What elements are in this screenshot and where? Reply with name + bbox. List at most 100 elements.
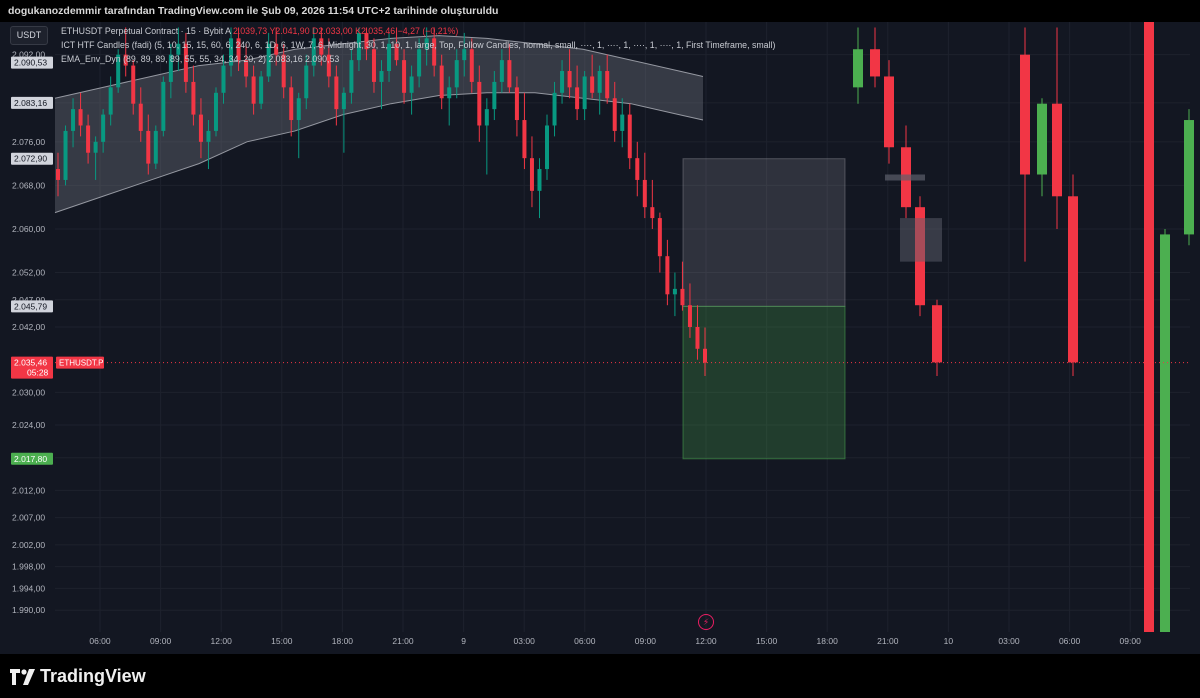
price-chart[interactable]: 2.092,00 2.083,16 2.076,00 2.068,00 2.060,00… — [0, 22, 1200, 654]
candle-body — [259, 76, 264, 104]
htf-candle-body — [1068, 196, 1078, 363]
short-position-tool[interactable] — [682, 158, 846, 460]
candle-body — [387, 43, 392, 72]
time-tick-label: 03:00 — [514, 636, 536, 646]
candle-body — [364, 32, 369, 50]
legend-ict-htf[interactable]: ICT HTF Candles (fadi) (5, 10, 15, 15, 6… — [61, 40, 776, 50]
candle-body — [101, 114, 106, 142]
price-label-text: 2.035,46 — [14, 358, 47, 368]
countdown-label: 05:28 — [27, 368, 49, 378]
candle-body — [123, 54, 128, 66]
time-tick-label: 21:00 — [392, 636, 414, 646]
candle-body — [56, 169, 60, 180]
chart-frame[interactable]: 2.092,00 2.083,16 2.076,00 2.068,00 2.060,00… — [0, 22, 1200, 654]
ema-envelope-band — [55, 35, 703, 213]
candle-body — [620, 114, 625, 131]
tradingview-logo-icon — [10, 668, 35, 685]
htf-gap-box — [885, 174, 925, 181]
candle-body — [605, 71, 610, 99]
htf-candle-body — [853, 49, 863, 88]
candle-body — [86, 125, 91, 153]
candle-body — [635, 158, 640, 180]
candle-body — [176, 43, 181, 55]
candle-body — [484, 109, 489, 126]
htf-candle-body — [1160, 234, 1170, 633]
candle-body — [477, 81, 482, 126]
candle-body — [514, 87, 519, 121]
candle-body — [432, 38, 437, 66]
candle-body — [108, 87, 113, 115]
price-tick-label: 2.007,00 — [12, 513, 45, 523]
candle-body — [575, 87, 580, 110]
legend-ema-env[interactable]: EMA_Env_Dyn (89, 89, 89, 89, 55, 55, 34,… — [61, 54, 340, 64]
price-label-box — [11, 300, 53, 313]
htf-candle-body — [870, 49, 880, 77]
time-tick-label: 12:00 — [211, 636, 233, 646]
candle-body — [274, 43, 279, 55]
htf-candle-body — [1020, 54, 1030, 175]
candle-body — [695, 327, 700, 349]
price-label-text: 2.045,79 — [14, 301, 47, 311]
legend-symbol[interactable]: ETHUSDT Perpetual Contract · 15 · Bybit … — [61, 26, 458, 36]
price-tick-label: 2.024,00 — [12, 420, 45, 430]
price-label-box — [11, 96, 53, 109]
price-tick-label: 2.076,00 — [12, 137, 45, 147]
candle-body — [191, 81, 196, 115]
candle-body — [454, 60, 459, 88]
candle-body — [665, 256, 670, 295]
candle-body — [244, 60, 249, 77]
candle-body — [650, 207, 655, 219]
price-tick-label: 2.002,00 — [12, 540, 45, 550]
time-tick-label: 09:00 — [635, 636, 657, 646]
candle-body — [229, 38, 234, 66]
price-tick-label: 2.060,00 — [12, 224, 45, 234]
candle-body — [371, 49, 376, 82]
candle-body — [266, 43, 271, 77]
htf-candle-body — [1184, 120, 1194, 235]
price-label-box — [11, 56, 53, 69]
htf-gap-box — [900, 218, 942, 262]
candle-body — [687, 305, 692, 327]
price-label-text: 2.083,16 — [14, 98, 47, 108]
candle-body — [657, 218, 662, 257]
currency-button[interactable]: USDT — [10, 26, 48, 45]
candle-body — [153, 130, 158, 164]
candle-body — [394, 43, 399, 61]
candle-body — [439, 65, 444, 99]
candle-body — [703, 348, 707, 363]
candle-body — [522, 120, 527, 159]
price-tick-label: 2.068,00 — [12, 180, 45, 190]
time-tick-label: 09:00 — [150, 636, 172, 646]
candle-body — [296, 98, 301, 121]
candle-body — [198, 114, 203, 142]
candlestick-series — [56, 27, 707, 377]
candle-body — [93, 141, 98, 153]
time-tick-label: 9 — [461, 636, 466, 646]
time-tick-label: 03:00 — [998, 636, 1020, 646]
position-stop-zone — [682, 158, 846, 307]
candle-body — [326, 54, 331, 77]
price-tick-label: 2.030,00 — [12, 387, 45, 397]
tradingview-logo[interactable]: TradingView — [10, 666, 146, 687]
candle-body — [183, 43, 188, 82]
price-tick-label: 2.042,00 — [12, 322, 45, 332]
price-label-box — [11, 452, 53, 465]
time-tick-label: 06:00 — [89, 636, 111, 646]
flash-icon[interactable]: ⚡ — [698, 614, 714, 630]
candle-body — [499, 60, 504, 82]
time-tick-label: 12:00 — [695, 636, 717, 646]
price-tick-label: 2.047,00 — [12, 295, 45, 305]
candle-body — [319, 38, 324, 55]
header-attribution: dogukanozdemmir tarafından TradingView.c… — [8, 5, 499, 17]
price-label-text: 2.090,53 — [14, 58, 47, 68]
symbol-tag-text: ETHUSDT.P — [59, 359, 103, 368]
candle-body — [146, 130, 151, 164]
candle-body — [560, 71, 565, 93]
price-tick-label: 2.092,00 — [12, 50, 45, 60]
candle-body — [642, 179, 647, 208]
time-tick-label: 06:00 — [1059, 636, 1081, 646]
candle-body — [462, 49, 467, 61]
time-axis[interactable]: 06:00 09:00 12:00 15:00 18:00 21:00 9 03:00 06:0… — [89, 636, 1141, 646]
price-axis[interactable]: 2.092,00 2.083,16 2.076,00 2.068,00 2.060,00… — [11, 50, 104, 616]
price-tick-label: 1.994,00 — [12, 583, 45, 593]
